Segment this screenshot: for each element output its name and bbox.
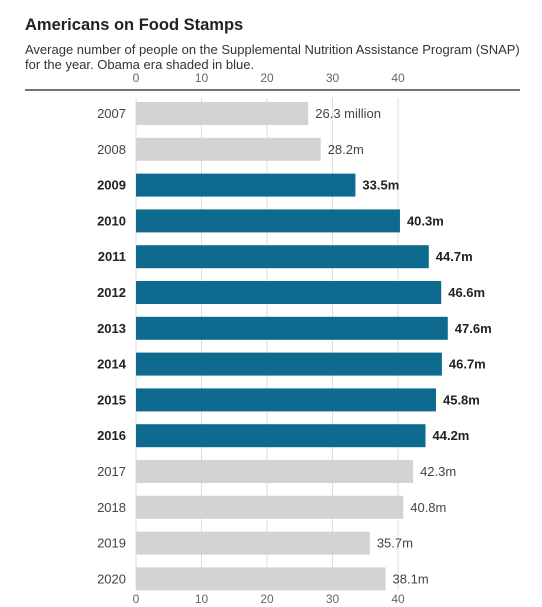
category-label: 2017	[97, 464, 126, 479]
bar	[136, 567, 386, 591]
x-tick-label-bottom: 40	[391, 592, 405, 606]
chart-title: Americans on Food Stamps	[25, 16, 244, 34]
category-label: 2019	[97, 536, 126, 551]
category-label: 2007	[97, 106, 126, 121]
data-label: 40.8m	[410, 500, 446, 515]
x-tick-label-top: 0	[133, 71, 140, 85]
data-label: 46.7m	[449, 357, 486, 372]
category-label: 2013	[97, 321, 126, 336]
x-tick-label-top: 20	[260, 71, 274, 85]
bar	[136, 281, 442, 304]
category-label: 2011	[98, 249, 126, 264]
x-tick-label-top: 30	[326, 71, 340, 85]
category-label: 2018	[97, 500, 126, 515]
data-label: 45.8m	[443, 392, 480, 407]
data-label: 44.7m	[436, 249, 473, 264]
bar	[136, 495, 404, 519]
data-label: 35.7m	[377, 536, 413, 551]
category-label: 2008	[97, 142, 126, 157]
bar	[136, 460, 414, 483]
x-tick-label-bottom: 30	[326, 592, 340, 606]
bar	[136, 137, 321, 161]
data-label: 33.5m	[362, 178, 399, 193]
data-label: 46.6m	[448, 285, 485, 300]
bar	[136, 102, 309, 125]
category-label: 2010	[97, 213, 126, 228]
bar	[136, 352, 442, 376]
data-label: 47.6m	[455, 321, 492, 336]
x-tick-label-bottom: 10	[195, 592, 209, 606]
data-label: 44.2m	[433, 428, 470, 443]
data-label: 28.2m	[328, 142, 364, 157]
x-tick-label-top: 40	[391, 71, 405, 85]
chart-subtitle: Average number of people on the Suppleme…	[25, 42, 520, 72]
bar	[136, 531, 370, 555]
bar	[136, 173, 356, 197]
x-tick-label-bottom: 0	[133, 592, 140, 606]
category-label: 2015	[97, 392, 126, 407]
bar	[136, 316, 448, 340]
category-label: 2012	[97, 285, 126, 300]
category-label: 2020	[97, 571, 126, 586]
data-label: 42.3m	[420, 464, 456, 479]
category-label: 2014	[97, 357, 127, 372]
category-label: 2009	[97, 178, 126, 193]
data-label: 38.1m	[393, 571, 429, 586]
bar	[136, 209, 400, 233]
category-label: 2016	[97, 428, 126, 443]
x-tick-label-bottom: 20	[260, 592, 274, 606]
bar	[136, 245, 429, 269]
bar	[136, 424, 426, 448]
x-tick-label-top: 10	[195, 71, 209, 85]
bar	[136, 388, 436, 412]
data-label: 26.3 million	[315, 106, 381, 121]
data-label: 40.3m	[407, 213, 444, 228]
